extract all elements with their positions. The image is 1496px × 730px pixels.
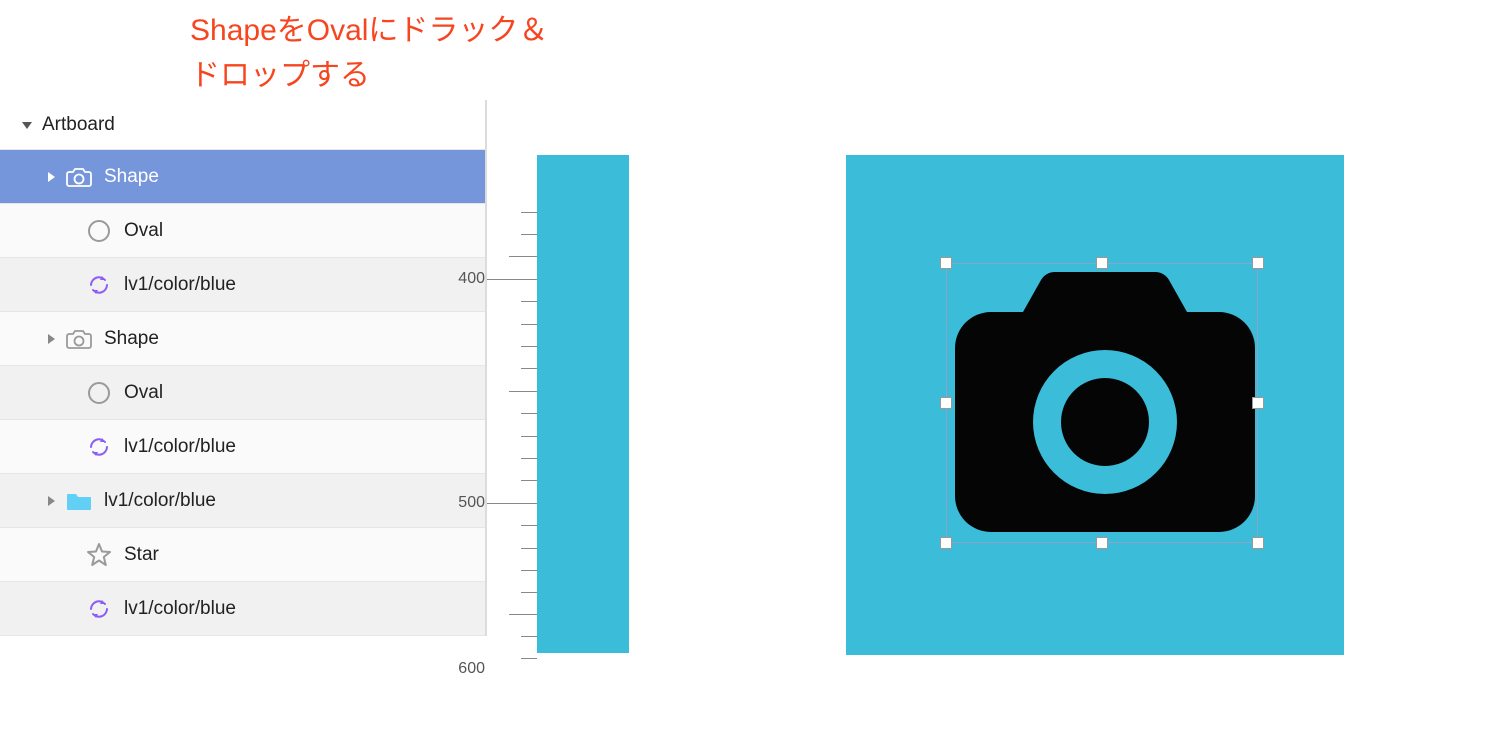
- layer-label: lv1/color/blue: [124, 436, 236, 458]
- layer-label: lv1/color/blue: [104, 490, 216, 512]
- layer-label: lv1/color/blue: [124, 274, 236, 296]
- symbol-sync-icon: [86, 434, 112, 460]
- oval-icon: [86, 380, 112, 406]
- ruler-label: 600: [445, 660, 485, 678]
- selection-handle[interactable]: [1096, 257, 1108, 269]
- folder-icon: [66, 488, 92, 514]
- layer-row-shape[interactable]: Shape: [0, 312, 485, 366]
- annotation-text: ShapeをOvalにドラック＆ ドロップする: [190, 8, 548, 98]
- symbol-sync-icon: [86, 596, 112, 622]
- camera-icon: [66, 164, 92, 190]
- canvas-slice: [537, 155, 629, 653]
- layer-label: Star: [124, 544, 159, 566]
- selection-handle[interactable]: [940, 537, 952, 549]
- layer-row-artboard[interactable]: Artboard: [0, 100, 485, 150]
- disclosure-right-icon[interactable]: [42, 492, 60, 510]
- camera-icon: [66, 326, 92, 352]
- disclosure-down-icon[interactable]: [18, 116, 36, 134]
- disclosure-right-icon[interactable]: [42, 330, 60, 348]
- camera-shape[interactable]: [955, 262, 1255, 542]
- layer-row-symbol[interactable]: lv1/color/blue: [0, 420, 485, 474]
- ruler-label: 500: [445, 494, 485, 512]
- star-icon: [86, 542, 112, 568]
- selection-handle[interactable]: [940, 257, 952, 269]
- layer-row-symbol[interactable]: lv1/color/blue: [0, 582, 485, 636]
- layer-row-symbol[interactable]: lv1/color/blue: [0, 258, 485, 312]
- layer-label: Shape: [104, 166, 159, 188]
- layer-row-oval[interactable]: Oval: [0, 366, 485, 420]
- layer-row-folder[interactable]: lv1/color/blue: [0, 474, 485, 528]
- disclosure-right-icon[interactable]: [42, 168, 60, 186]
- layer-label: lv1/color/blue: [124, 598, 236, 620]
- selection-handle[interactable]: [1252, 397, 1264, 409]
- selection-handle[interactable]: [1252, 537, 1264, 549]
- layers-panel: Artboard Shape Oval lv1/color/blue Shape: [0, 100, 487, 636]
- selection-handle[interactable]: [1096, 537, 1108, 549]
- oval-icon: [86, 218, 112, 244]
- selection-handle[interactable]: [940, 397, 952, 409]
- vertical-ruler: 400 500 600: [487, 100, 537, 730]
- layer-row-oval[interactable]: Oval: [0, 204, 485, 258]
- selection-handle[interactable]: [1252, 257, 1264, 269]
- layer-label: Shape: [104, 328, 159, 350]
- layer-label: Artboard: [42, 114, 115, 136]
- layer-row-shape-selected[interactable]: Shape: [0, 150, 485, 204]
- layer-label: Oval: [124, 382, 163, 404]
- symbol-sync-icon: [86, 272, 112, 298]
- layer-label: Oval: [124, 220, 163, 242]
- ruler-label: 400: [445, 270, 485, 288]
- layer-row-star[interactable]: Star: [0, 528, 485, 582]
